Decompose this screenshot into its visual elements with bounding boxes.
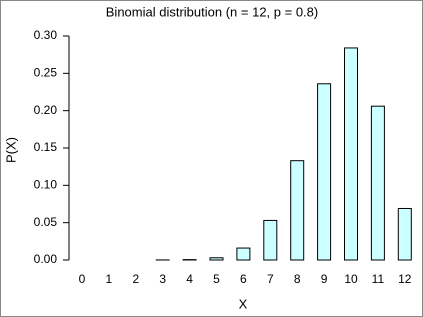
x-axis-title: X [239, 296, 248, 311]
x-tick-label: 7 [267, 272, 274, 286]
x-tick-label: 5 [213, 272, 220, 286]
y-tick-label: 0.05 [34, 215, 58, 229]
x-tick-label: 6 [240, 272, 247, 286]
x-tick-label: 8 [294, 272, 301, 286]
y-tick-label: 0.15 [34, 140, 58, 154]
bar [290, 160, 305, 261]
x-tick-label: 12 [398, 272, 412, 286]
y-tick-label: 0.20 [34, 103, 58, 117]
x-tick-label: 0 [79, 272, 86, 286]
x-tick-label: 9 [321, 272, 328, 286]
y-tick-label: 0.10 [34, 178, 58, 192]
x-tick-label: 1 [106, 272, 113, 286]
bar [209, 257, 224, 261]
x-tick-label: 3 [159, 272, 166, 286]
y-tick-label: 0.00 [34, 252, 58, 266]
bar [236, 247, 251, 261]
bar [397, 207, 412, 261]
y-tick-label: 0.30 [34, 28, 58, 42]
chart-title: Binomial distribution (n = 12, p = 0.8) [106, 4, 318, 19]
y-tick-label: 0.25 [34, 66, 58, 80]
bar [317, 83, 332, 261]
bar [370, 105, 385, 261]
y-axis-title: P(X) [3, 137, 18, 163]
bar [344, 47, 358, 261]
x-tick-label: 4 [186, 272, 193, 286]
x-tick-label: 2 [132, 272, 139, 286]
x-tick-label: 10 [344, 272, 358, 286]
x-tick-label: 11 [372, 272, 385, 286]
bar [263, 219, 278, 261]
